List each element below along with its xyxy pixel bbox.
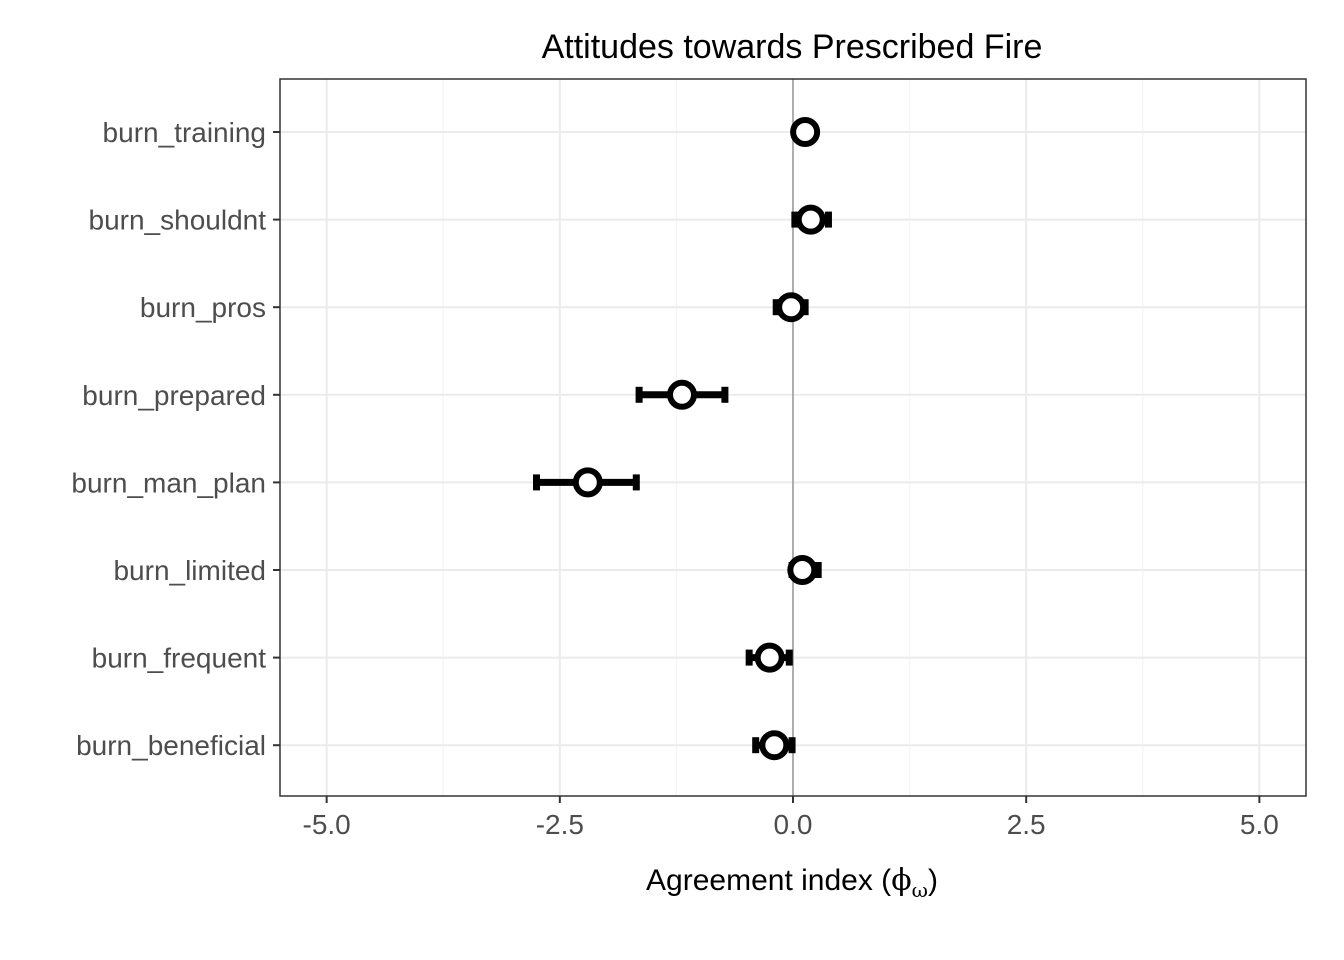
x-tick-label: 0.0 <box>774 809 813 840</box>
y-tick-label: burn_pros <box>140 292 266 323</box>
point-estimate <box>759 730 790 761</box>
item-group-burn_prepared <box>635 379 729 410</box>
point-estimate <box>795 204 826 235</box>
point-estimate <box>787 555 818 585</box>
x-axis-title-text: Agreement index ( <box>646 864 891 897</box>
point-estimate <box>572 467 603 498</box>
item-group-burn_pros <box>772 292 809 323</box>
item-group-burn_beneficial <box>752 730 796 761</box>
y-tick-label: burn_limited <box>113 555 266 586</box>
marks-layer <box>533 117 832 761</box>
item-group-burn_shouldnt <box>791 204 832 235</box>
y-tick-label: burn_training <box>103 117 266 148</box>
y-tick-label: burn_beneficial <box>76 730 266 761</box>
point-estimate <box>776 292 807 323</box>
x-tick-label: 5.0 <box>1240 809 1279 840</box>
point-estimate <box>667 379 698 410</box>
item-group-burn_training <box>790 117 821 147</box>
x-axis-title-close: ) <box>928 864 938 897</box>
x-tick-label: -5.0 <box>303 809 351 840</box>
item-group-burn_man_plan <box>533 467 640 498</box>
y-tick-label: burn_frequent <box>92 643 267 674</box>
chart-title: Attitudes towards Prescribed Fire <box>542 28 1043 66</box>
axis-layer: burn_training burn_shouldnt burn_pros burn_… <box>71 117 1278 840</box>
point-estimate <box>754 642 785 673</box>
panel-border <box>279 78 1307 797</box>
item-group-burn_limited <box>787 555 822 585</box>
y-tick-label: burn_shouldnt <box>89 205 267 236</box>
y-tick-label: burn_man_plan <box>71 467 266 498</box>
x-axis-title: Agreement index (ϕω) <box>646 863 938 902</box>
point-estimate <box>790 117 821 147</box>
x-axis-title-subscript: ω <box>912 878 928 902</box>
item-group-burn_frequent <box>745 642 793 673</box>
x-axis-title-symbol: ϕ <box>891 863 911 898</box>
y-tick-label: burn_prepared <box>82 380 266 411</box>
x-tick-label: -2.5 <box>536 809 584 840</box>
x-tick-label: 2.5 <box>1007 809 1046 840</box>
